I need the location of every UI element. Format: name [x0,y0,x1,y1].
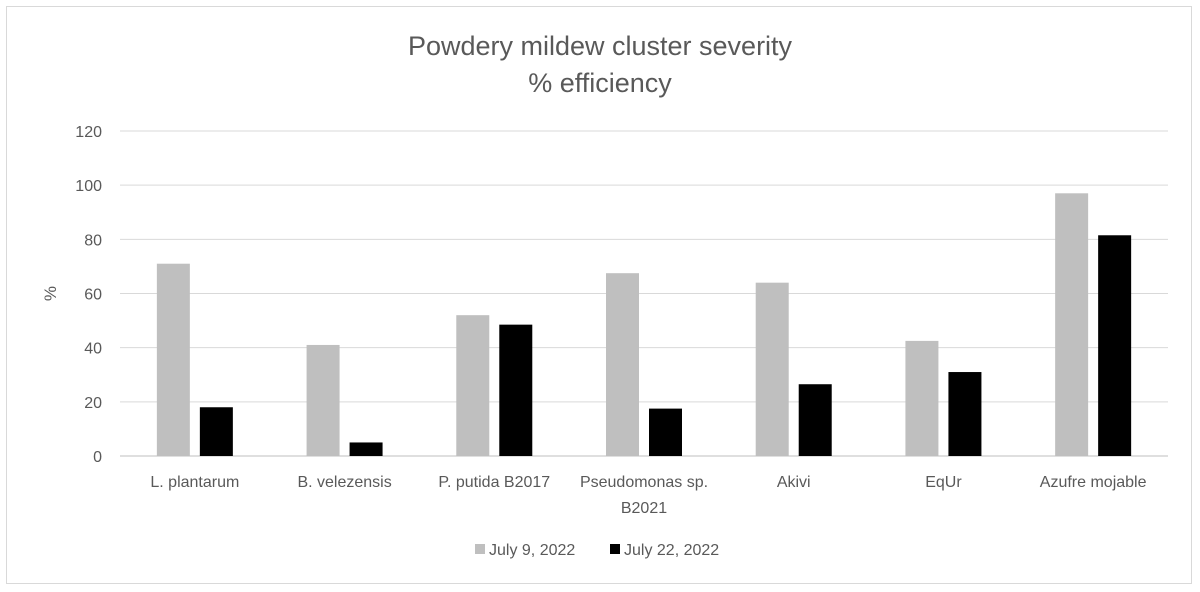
bar-july-9 [456,315,490,456]
bar-july-22 [798,384,832,456]
legend-label: July 22, 2022 [624,542,719,559]
legend-swatch [475,544,485,554]
y-tick-label: 60 [84,287,102,304]
bar-july-9 [905,340,939,456]
gridlines [120,130,1168,457]
bar-july-9 [306,344,340,456]
legend-swatch [610,544,620,554]
legend-label: July 9, 2022 [489,542,575,559]
chart-title: Powdery mildew cluster severity % efficie… [408,31,793,98]
y-tick-label: 100 [75,178,102,195]
legend: July 9, 2022 July 22, 2022 [475,542,719,559]
bar-july-9 [606,273,639,456]
x-category-label: Akivi [777,474,811,491]
x-category-label: Azufre mojable [1040,474,1147,491]
chart-frame [6,6,1192,584]
bar-july-22 [199,407,233,456]
bar-july-22 [349,442,383,456]
bars [156,193,1132,456]
bar-july-9 [1055,193,1089,456]
y-tick-label: 40 [84,341,102,358]
y-axis-label: % [41,286,60,301]
x-category-label: B2021 [621,500,667,517]
x-category-label: B. velezensis [297,474,391,491]
y-tick-label: 120 [75,124,102,141]
bar-july-9 [755,282,789,456]
bar-july-22 [499,324,533,456]
chart-title-line: Powdery mildew cluster severity [408,31,793,61]
x-category-label: EqUr [925,474,962,491]
bar-july-22 [948,372,982,456]
bar-july-22 [1098,235,1132,456]
y-tick-labels: 0 20 40 60 80 100 120 [75,124,102,466]
bar-july-22 [649,408,682,456]
x-category-label: P. putida B2017 [438,474,550,491]
y-tick-label: 0 [93,449,102,466]
bar-july-9 [156,263,190,456]
chart-title-line: % efficiency [528,68,672,98]
y-tick-label: 80 [84,232,102,249]
x-category-labels: L. plantarum B. velezensis P. putida B2017… [150,474,1146,517]
x-category-label: Pseudomonas sp. [580,474,708,491]
y-tick-label: 20 [84,395,102,412]
x-category-label: L. plantarum [150,474,239,491]
